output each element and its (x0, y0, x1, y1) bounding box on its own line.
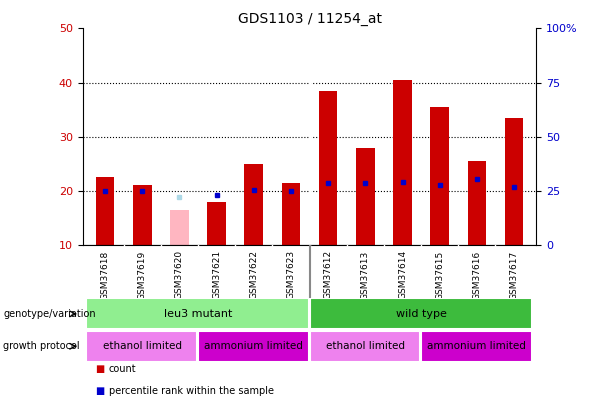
Bar (468, 161, 486, 245)
Bar (421, 331, 532, 362)
Bar (504, 118, 524, 245)
Text: wild type: wild type (395, 309, 446, 319)
Text: GSM37616: GSM37616 (473, 250, 481, 300)
Text: GSM37615: GSM37615 (435, 250, 444, 300)
Text: GSM37612: GSM37612 (324, 250, 333, 299)
Bar (356, 147, 375, 245)
Text: ■: ■ (95, 364, 104, 373)
Bar (198, 331, 309, 362)
Text: GSM37620: GSM37620 (175, 250, 184, 299)
Bar (310, 331, 421, 362)
Text: GSM37623: GSM37623 (286, 250, 295, 299)
Text: GSM37618: GSM37618 (101, 250, 110, 300)
Text: GSM37622: GSM37622 (249, 250, 258, 299)
Text: growth protocol: growth protocol (3, 341, 80, 351)
Bar (430, 107, 449, 245)
Text: GSM37617: GSM37617 (509, 250, 519, 300)
Text: GSM37621: GSM37621 (212, 250, 221, 299)
Text: ammonium limited: ammonium limited (427, 341, 527, 351)
Bar (133, 185, 151, 245)
Text: GSM37619: GSM37619 (138, 250, 147, 300)
Bar (170, 210, 189, 245)
Text: GSM37613: GSM37613 (361, 250, 370, 300)
Title: GDS1103 / 11254_at: GDS1103 / 11254_at (238, 12, 381, 26)
Text: genotype/variation: genotype/variation (3, 309, 96, 319)
Text: ammonium limited: ammonium limited (204, 341, 303, 351)
Bar (310, 298, 532, 329)
Bar (96, 177, 115, 245)
Text: GSM37614: GSM37614 (398, 250, 407, 299)
Bar (86, 331, 197, 362)
Text: percentile rank within the sample: percentile rank within the sample (109, 386, 273, 396)
Bar (393, 80, 412, 245)
Text: ■: ■ (95, 386, 104, 396)
Bar (282, 183, 300, 245)
Bar (207, 202, 226, 245)
Bar (319, 91, 337, 245)
Bar (245, 164, 263, 245)
Text: ethanol limited: ethanol limited (103, 341, 181, 351)
Text: ethanol limited: ethanol limited (326, 341, 405, 351)
Text: count: count (109, 364, 136, 373)
Bar (86, 298, 309, 329)
Text: leu3 mutant: leu3 mutant (164, 309, 232, 319)
